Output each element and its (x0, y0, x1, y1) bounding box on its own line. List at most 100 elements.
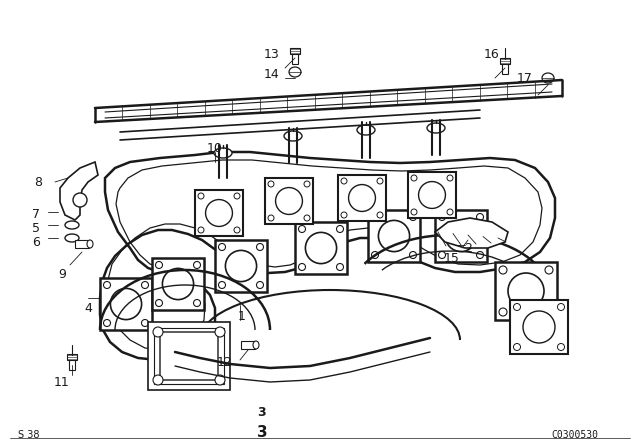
Text: 16: 16 (484, 48, 500, 61)
Circle shape (445, 220, 477, 252)
Circle shape (337, 263, 344, 271)
Circle shape (218, 244, 225, 250)
Bar (67, 354, 77, 360)
Bar (502, 62, 508, 74)
Ellipse shape (65, 234, 79, 242)
Text: 15: 15 (444, 251, 460, 264)
Text: 12: 12 (217, 356, 233, 369)
Circle shape (557, 303, 564, 310)
Bar (75, 240, 89, 248)
Circle shape (215, 327, 225, 337)
Circle shape (419, 181, 445, 208)
Circle shape (234, 193, 240, 199)
Circle shape (298, 263, 305, 271)
Circle shape (298, 225, 305, 233)
Text: 17: 17 (517, 72, 533, 85)
Circle shape (477, 214, 483, 220)
Polygon shape (100, 152, 555, 360)
Circle shape (557, 344, 564, 350)
Ellipse shape (542, 73, 554, 83)
Ellipse shape (87, 240, 93, 248)
Circle shape (378, 220, 410, 252)
Text: 5: 5 (32, 221, 40, 234)
Bar (215, 240, 267, 292)
Circle shape (377, 178, 383, 184)
Bar (368, 210, 420, 262)
Circle shape (234, 227, 240, 233)
Bar (510, 300, 568, 354)
Text: C0300530: C0300530 (551, 430, 598, 440)
Circle shape (73, 193, 87, 207)
Circle shape (499, 266, 507, 274)
Circle shape (304, 181, 310, 187)
Polygon shape (435, 218, 508, 248)
Text: 9: 9 (58, 268, 66, 281)
Ellipse shape (214, 148, 232, 158)
Circle shape (305, 233, 337, 263)
Bar (500, 58, 510, 64)
Circle shape (523, 311, 555, 343)
Ellipse shape (427, 123, 445, 133)
Bar (292, 52, 298, 64)
Circle shape (268, 215, 274, 221)
Circle shape (438, 214, 445, 220)
Text: 14: 14 (264, 69, 280, 82)
Text: 3: 3 (257, 425, 268, 440)
Circle shape (141, 319, 148, 327)
Circle shape (411, 175, 417, 181)
Bar (290, 48, 300, 54)
Circle shape (477, 251, 483, 258)
Text: 10: 10 (207, 142, 223, 155)
Bar (148, 322, 230, 390)
Circle shape (156, 262, 163, 268)
Circle shape (341, 178, 347, 184)
Circle shape (205, 199, 232, 226)
Circle shape (268, 181, 274, 187)
Circle shape (153, 375, 163, 385)
Circle shape (513, 344, 520, 350)
Circle shape (193, 300, 200, 306)
Bar (154, 328, 224, 384)
Circle shape (304, 215, 310, 221)
Circle shape (193, 262, 200, 268)
Circle shape (499, 308, 507, 316)
Circle shape (104, 281, 111, 289)
Circle shape (198, 227, 204, 233)
Circle shape (438, 251, 445, 258)
Circle shape (410, 251, 417, 258)
Text: 3: 3 (258, 405, 266, 418)
Circle shape (141, 281, 148, 289)
Circle shape (337, 225, 344, 233)
Text: 7: 7 (32, 207, 40, 220)
Ellipse shape (284, 131, 302, 141)
Text: 4: 4 (84, 302, 92, 314)
Circle shape (276, 188, 303, 215)
Circle shape (447, 175, 453, 181)
Text: 8: 8 (34, 176, 42, 189)
Circle shape (104, 319, 111, 327)
Circle shape (377, 212, 383, 218)
Bar (435, 210, 487, 262)
Bar (100, 278, 152, 330)
Polygon shape (60, 162, 98, 220)
Text: 1: 1 (238, 310, 246, 323)
Circle shape (156, 300, 163, 306)
Bar (69, 358, 75, 370)
Circle shape (371, 214, 378, 220)
Text: 11: 11 (54, 375, 70, 388)
Circle shape (111, 289, 141, 319)
Ellipse shape (65, 221, 79, 229)
Bar (265, 178, 313, 224)
Circle shape (545, 308, 553, 316)
Circle shape (225, 250, 257, 282)
Circle shape (349, 185, 376, 211)
FancyBboxPatch shape (160, 332, 218, 380)
Bar (495, 262, 557, 320)
Text: 13: 13 (264, 48, 280, 61)
Bar (295, 222, 347, 274)
Circle shape (153, 327, 163, 337)
Circle shape (215, 375, 225, 385)
Bar (408, 172, 456, 218)
Circle shape (371, 251, 378, 258)
Circle shape (513, 303, 520, 310)
